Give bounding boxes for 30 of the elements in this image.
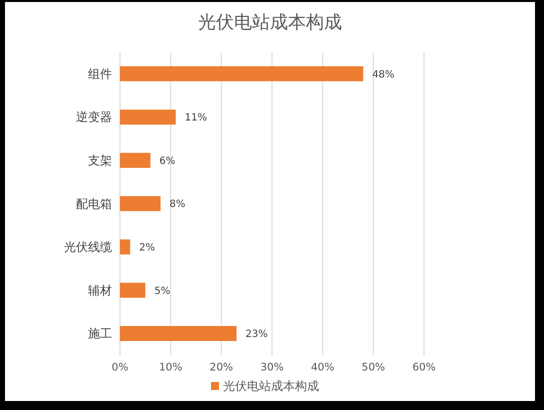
bar — [120, 282, 146, 298]
x-tick-label: 20% — [210, 361, 234, 374]
x-tick-label: 0% — [112, 361, 128, 374]
data-label: 5% — [154, 286, 170, 297]
x-tick-label: 10% — [158, 361, 182, 374]
y-tick-label: 辅材 — [88, 283, 112, 298]
chart-title: 光伏电站成本构成 — [197, 11, 343, 34]
bar — [120, 110, 176, 125]
x-tick-label: 40% — [310, 361, 334, 374]
legend-label: 光伏电站成本构成 — [223, 379, 319, 393]
y-tick-label: 逆变器 — [76, 110, 112, 124]
bar — [120, 239, 130, 254]
y-tick-label: 光伏线缆 — [64, 240, 112, 254]
data-label: 6% — [159, 156, 176, 167]
data-label: 11% — [184, 112, 207, 124]
data-label: 8% — [170, 199, 186, 210]
y-tick-label: 施工 — [88, 326, 112, 341]
x-tick-label: 50% — [362, 361, 386, 374]
x-tick-label: 60% — [412, 361, 436, 374]
data-label: 23% — [246, 329, 268, 340]
x-tick-label: 30% — [260, 361, 284, 374]
bar — [120, 152, 150, 168]
y-tick-label: 支架 — [88, 153, 112, 168]
bar — [120, 326, 237, 341]
y-tick-label: 配电箱 — [76, 196, 112, 211]
data-label: 2% — [139, 242, 156, 254]
bar — [120, 196, 161, 212]
y-tick-label: 组件 — [88, 66, 112, 81]
data-label: 48% — [372, 69, 394, 80]
bar — [120, 66, 364, 82]
